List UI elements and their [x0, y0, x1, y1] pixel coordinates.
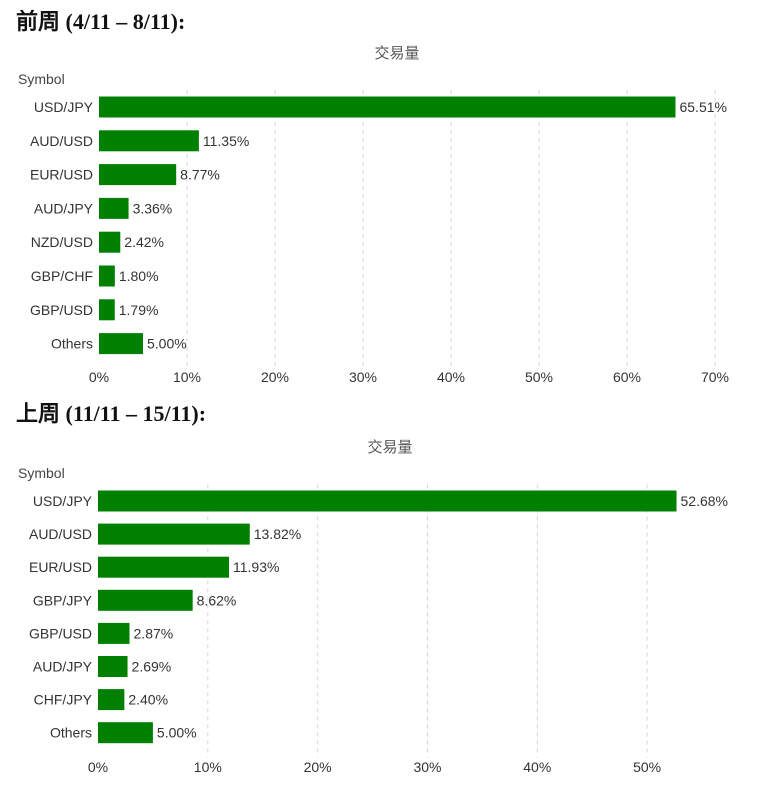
bar [99, 130, 199, 152]
category-label: AUD/USD [29, 526, 92, 542]
category-label: AUD/JPY [33, 659, 93, 675]
bar [98, 722, 153, 744]
x-tick-label: 30% [349, 369, 377, 385]
bar [98, 622, 130, 644]
data-label: 3.36% [133, 200, 173, 216]
bar [98, 523, 250, 545]
category-label: USD/JPY [34, 99, 94, 115]
bar [99, 333, 143, 355]
category-label: NZD/USD [31, 234, 93, 250]
x-tick-label: 70% [701, 369, 729, 385]
x-tick-label: 10% [173, 369, 201, 385]
data-label: 1.79% [119, 302, 159, 318]
bar [99, 231, 121, 253]
x-tick-label: 0% [89, 369, 109, 385]
data-label: 8.62% [197, 592, 237, 608]
data-label: 2.40% [128, 692, 168, 708]
y-axis-label: Symbol [18, 71, 65, 87]
chart-title: 交易量 [367, 438, 412, 456]
bar [98, 689, 125, 711]
category-label: GBP/USD [29, 625, 92, 641]
bar-chart-previous-week: 交易量 Symbol 0% 10% 20% 30% 40% 50% 60% 70% USD/JPY 6… [18, 44, 729, 385]
data-label: 5.00% [147, 336, 187, 352]
category-label: EUR/USD [29, 559, 92, 575]
x-tick-label: 10% [194, 759, 222, 775]
bar [99, 197, 129, 219]
x-tick-label: 60% [613, 369, 641, 385]
bar [99, 96, 676, 118]
data-label: 1.80% [119, 268, 159, 284]
data-label: 2.69% [132, 659, 172, 675]
data-label: 11.93% [233, 559, 279, 575]
x-tick-label: 30% [413, 759, 441, 775]
x-tick-label: 40% [437, 369, 465, 385]
x-tick-label: 20% [261, 369, 289, 385]
category-label: GBP/CHF [31, 268, 93, 284]
bar-chart-last-week: 交易量 Symbol 0% 10% 20% 30% 40% 50% USD/JPY 52.68% A… [18, 438, 728, 775]
x-tick-label: 0% [88, 759, 108, 775]
category-label: GBP/JPY [33, 592, 93, 608]
bar [99, 299, 115, 321]
bar [98, 556, 230, 578]
data-label: 2.42% [124, 234, 164, 250]
category-label: USD/JPY [33, 493, 93, 509]
bar [98, 490, 677, 512]
data-label: 11.35% [203, 133, 249, 149]
data-label: 5.00% [157, 725, 197, 741]
x-tick-label: 50% [633, 759, 661, 775]
category-label: CHF/JPY [34, 692, 93, 708]
data-label: 65.51% [679, 99, 726, 115]
section-heading-last-week: 上周 (11/11 – 15/11): [16, 401, 207, 426]
category-label: Others [50, 725, 92, 741]
category-label: GBP/USD [30, 302, 93, 318]
x-tick-label: 20% [304, 759, 332, 775]
bar [99, 265, 115, 287]
x-tick-label: 40% [523, 759, 551, 775]
data-label: 13.82% [254, 526, 301, 542]
bar [98, 589, 193, 611]
section-heading-previous-week: 前周 (4/11 – 8/11): [16, 9, 186, 34]
x-tick-label: 50% [525, 369, 553, 385]
data-label: 2.87% [134, 625, 174, 641]
category-label: EUR/USD [30, 167, 93, 183]
bar [98, 656, 128, 677]
data-label: 52.68% [681, 493, 728, 509]
y-axis-label: Symbol [18, 465, 65, 481]
chart-title: 交易量 [374, 44, 419, 62]
category-label: AUD/USD [30, 133, 93, 149]
category-label: AUD/JPY [34, 200, 94, 216]
bar [99, 164, 177, 186]
category-label: Others [51, 336, 93, 352]
data-label: 8.77% [180, 167, 220, 183]
